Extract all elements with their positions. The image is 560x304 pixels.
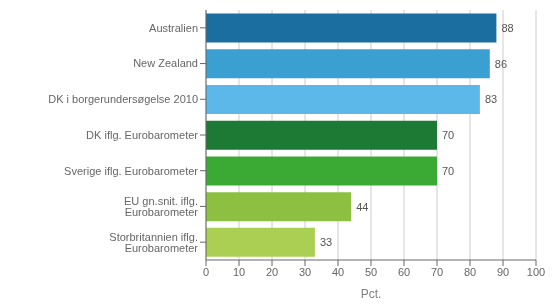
svg-text:DK iflg. Eurobarometer: DK iflg. Eurobarometer [86,129,198,141]
svg-text:100: 100 [527,266,545,278]
svg-text:44: 44 [356,201,368,213]
svg-text:80: 80 [464,266,476,278]
svg-text:20: 20 [266,266,278,278]
svg-text:10: 10 [233,266,245,278]
svg-text:0: 0 [203,266,209,278]
svg-text:EU gn.snit. iflg.Eurobarometer: EU gn.snit. iflg.Eurobarometer [124,195,198,218]
svg-text:70: 70 [431,266,443,278]
svg-text:Pct.: Pct. [361,287,382,301]
svg-text:Australien: Australien [149,22,198,34]
svg-text:Sverige iflg. Eurobarometer: Sverige iflg. Eurobarometer [64,165,198,177]
svg-text:60: 60 [398,266,410,278]
svg-text:33: 33 [320,236,332,248]
svg-text:70: 70 [442,129,454,141]
svg-text:70: 70 [442,165,454,177]
svg-text:DK i borgerundersøgelse 2010: DK i borgerundersøgelse 2010 [48,93,198,105]
svg-text:90: 90 [497,266,509,278]
svg-text:Storbritannien iflg.Eurobarome: Storbritannien iflg.Eurobarometer [109,231,198,254]
svg-text:New Zealand: New Zealand [133,57,198,69]
svg-text:40: 40 [332,266,344,278]
svg-text:50: 50 [365,266,377,278]
svg-text:86: 86 [495,58,507,70]
svg-text:83: 83 [485,93,497,105]
svg-text:30: 30 [299,266,311,278]
svg-text:88: 88 [501,22,513,34]
